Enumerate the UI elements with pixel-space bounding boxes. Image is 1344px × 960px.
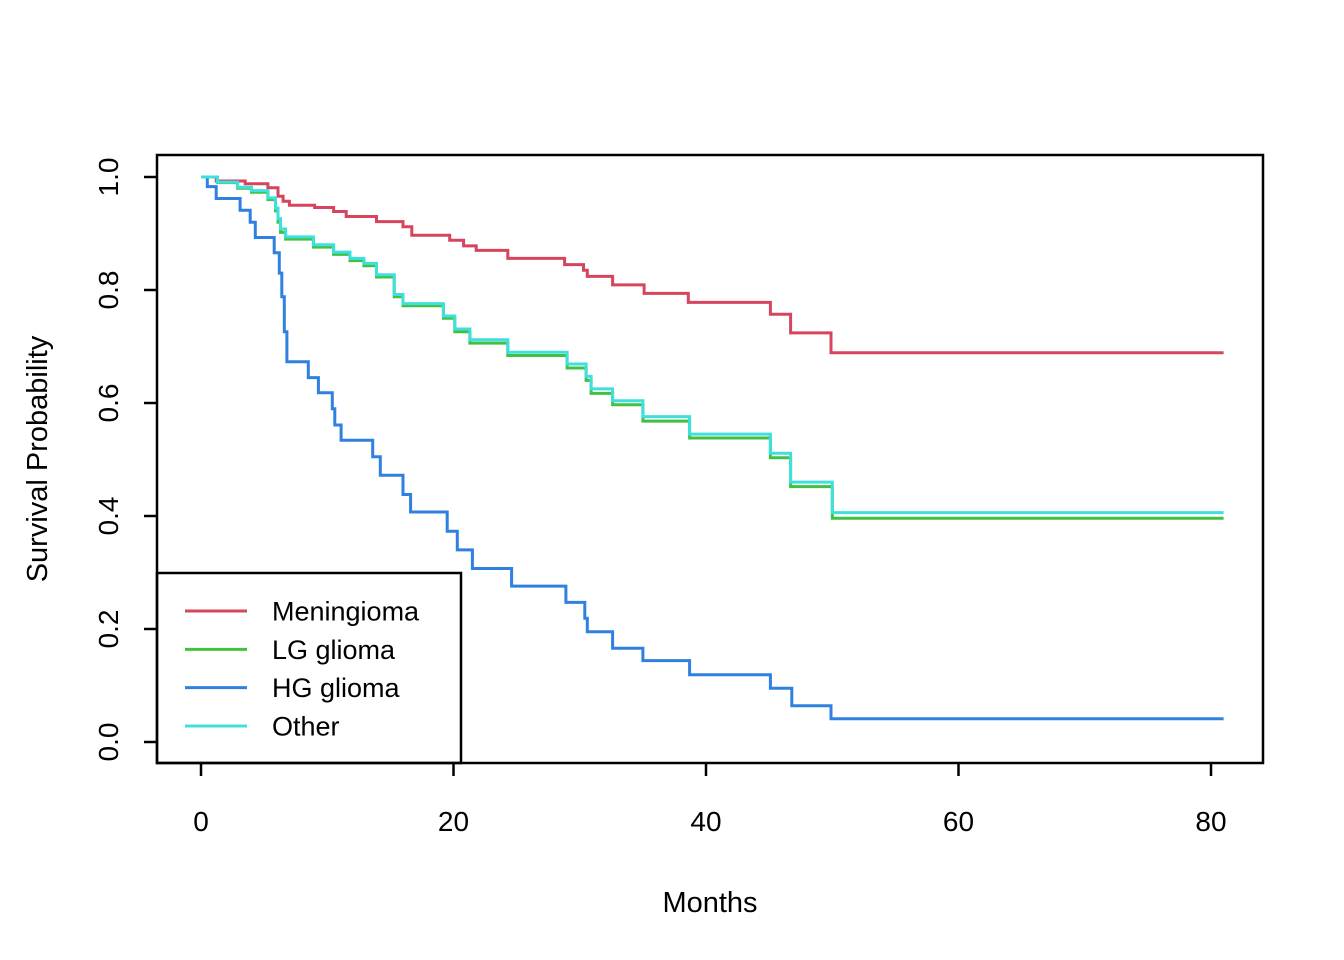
y-axis: 0.0 0.2 0.4 0.6 0.8 1.0: [93, 158, 157, 762]
survival-curves: [201, 175, 1224, 721]
legend-label: LG glioma: [272, 635, 396, 665]
legend-label: Other: [272, 711, 340, 741]
survival-curve-lg-glioma: [201, 175, 1224, 520]
x-tick-label: 20: [438, 806, 469, 837]
x-tick-label: 40: [690, 806, 721, 837]
y-tick-label: 0.8: [93, 271, 124, 310]
legend: Meningioma LG glioma HG glioma Other: [155, 571, 463, 765]
survival-curve-hg-glioma: [201, 175, 1224, 721]
legend-label: HG glioma: [272, 673, 401, 703]
legend-label: Meningioma: [272, 597, 420, 627]
y-axis-title: Survival Probability: [22, 335, 54, 582]
x-tick-label: 0: [193, 806, 209, 837]
plot-border: [155, 153, 1265, 765]
x-tick-label: 60: [943, 806, 974, 837]
x-axis-title: Months: [662, 887, 757, 919]
survival-curve-meningioma: [201, 175, 1224, 355]
y-tick-label: 0.0: [93, 723, 124, 762]
x-axis: 0 20 40 60 80: [193, 763, 1227, 837]
legend-item: Other: [185, 711, 340, 741]
legend-box: [155, 571, 463, 765]
legend-item: HG glioma: [185, 673, 401, 703]
y-tick-label: 0.4: [93, 497, 124, 536]
y-tick-label: 0.2: [93, 610, 124, 649]
x-tick-label: 80: [1195, 806, 1226, 837]
legend-item: Meningioma: [185, 597, 420, 627]
y-tick-label: 1.0: [93, 158, 124, 197]
y-tick-label: 0.6: [93, 384, 124, 423]
legend-item: LG glioma: [185, 635, 396, 665]
survival-curve-other: [201, 175, 1224, 515]
